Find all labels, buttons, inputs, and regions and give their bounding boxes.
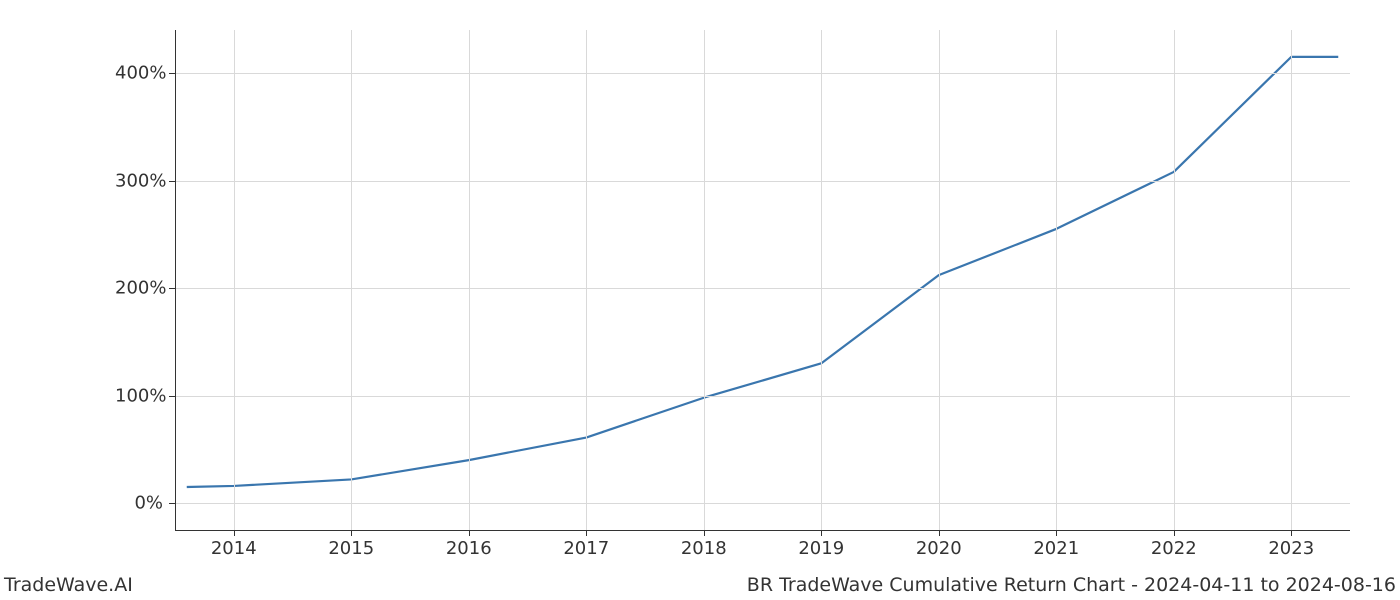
y-tick-label: 100% <box>115 385 163 406</box>
gridline-vertical <box>586 30 587 530</box>
gridline-horizontal <box>175 181 1350 182</box>
footer-right-label: BR TradeWave Cumulative Return Chart - 2… <box>747 574 1396 596</box>
x-tick-label: 2019 <box>798 538 844 559</box>
gridline-vertical <box>1056 30 1057 530</box>
gridline-vertical <box>469 30 470 530</box>
y-axis-spine <box>175 30 176 530</box>
x-tick-label: 2015 <box>328 538 374 559</box>
x-tick-label: 2017 <box>563 538 609 559</box>
x-tick-label: 2022 <box>1151 538 1197 559</box>
cumulative-return-line <box>187 57 1339 487</box>
gridline-vertical <box>821 30 822 530</box>
gridline-vertical <box>351 30 352 530</box>
gridline-horizontal <box>175 288 1350 289</box>
gridline-vertical <box>234 30 235 530</box>
x-tick-label: 2021 <box>1033 538 1079 559</box>
y-tick-label: 0% <box>115 493 163 514</box>
gridline-vertical <box>939 30 940 530</box>
x-axis-spine <box>175 530 1350 531</box>
gridline-horizontal <box>175 73 1350 74</box>
chart-container: TradeWave.AI BR TradeWave Cumulative Ret… <box>0 0 1400 600</box>
gridline-vertical <box>704 30 705 530</box>
y-tick-label: 200% <box>115 278 163 299</box>
x-tick-label: 2023 <box>1268 538 1314 559</box>
x-tick-label: 2020 <box>916 538 962 559</box>
footer-left-label: TradeWave.AI <box>4 574 133 596</box>
gridline-vertical <box>1174 30 1175 530</box>
gridline-vertical <box>1291 30 1292 530</box>
x-tick-label: 2016 <box>446 538 492 559</box>
y-tick-label: 300% <box>115 170 163 191</box>
x-tick-label: 2014 <box>211 538 257 559</box>
gridline-horizontal <box>175 396 1350 397</box>
gridline-horizontal <box>175 503 1350 504</box>
x-tick-label: 2018 <box>681 538 727 559</box>
y-tick-label: 400% <box>115 63 163 84</box>
